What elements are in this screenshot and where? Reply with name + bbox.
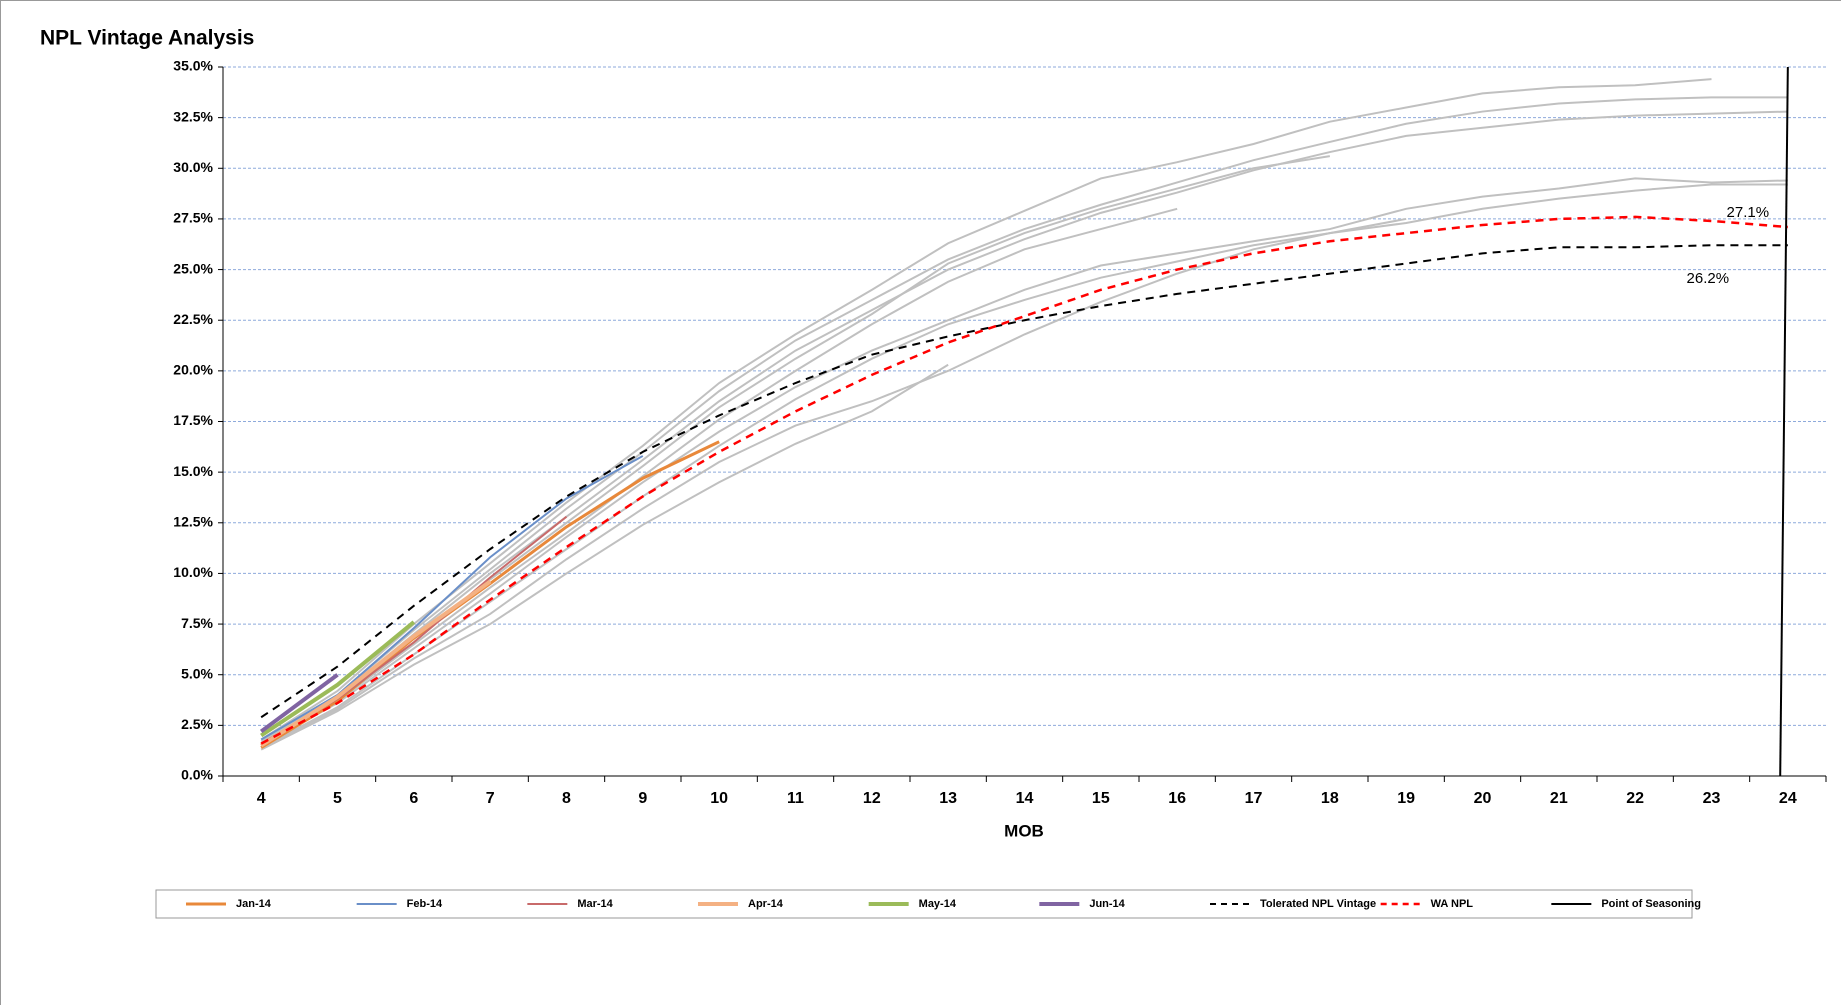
y-tick-label: 17.5%	[173, 412, 213, 428]
x-tick-label: 6	[409, 790, 418, 807]
legend-label: Mar-14	[577, 898, 613, 910]
legend-label: WA NPL	[1431, 898, 1474, 910]
x-tick-label: 24	[1779, 790, 1797, 807]
y-tick-label: 15.0%	[173, 463, 213, 479]
y-tick-label: 7.5%	[181, 615, 213, 631]
y-tick-label: 35.0%	[173, 58, 213, 74]
x-tick-label: 22	[1626, 790, 1644, 807]
y-tick-label: 0.0%	[181, 767, 213, 783]
y-tick-label: 5.0%	[181, 665, 213, 681]
series-line	[259, 673, 339, 734]
legend-box	[155, 889, 1693, 919]
series-line	[260, 579, 492, 748]
series-line	[260, 217, 1407, 749]
series-line	[260, 155, 1330, 747]
legend-label: Feb-14	[407, 898, 443, 910]
legend-label: Jun-14	[1089, 898, 1125, 910]
x-tick-label: 13	[939, 790, 957, 807]
x-tick-label: 8	[562, 790, 571, 807]
data-label: 26.2%	[1687, 270, 1730, 287]
series-line	[260, 244, 1788, 719]
y-tick-label: 32.5%	[173, 108, 213, 124]
chart-title: NPL Vintage Analysis	[40, 27, 254, 50]
series-line	[260, 455, 644, 741]
x-tick-label: 12	[863, 790, 881, 807]
y-tick-label: 22.5%	[173, 311, 213, 327]
x-tick-label: 5	[333, 790, 342, 807]
x-tick-label: 17	[1245, 790, 1263, 807]
y-tick-label: 25.0%	[173, 260, 213, 276]
series-line	[260, 620, 416, 738]
legend-label: May-14	[919, 898, 957, 910]
x-tick-label: 23	[1703, 790, 1721, 807]
x-tick-label: 20	[1474, 790, 1492, 807]
series-line	[1779, 66, 1789, 777]
x-tick-label: 18	[1321, 790, 1339, 807]
x-tick-label: 11	[787, 790, 804, 807]
x-tick-label: 21	[1550, 790, 1568, 807]
y-tick-label: 2.5%	[181, 716, 213, 732]
x-tick-label: 9	[638, 790, 647, 807]
series-line	[260, 363, 949, 751]
data-label: 27.1%	[1727, 204, 1770, 221]
legend-label: Tolerated NPL Vintage	[1260, 898, 1376, 910]
x-tick-label: 4	[257, 790, 266, 807]
legend-label: Point of Seasoning	[1601, 898, 1701, 910]
series-line	[260, 183, 1788, 749]
y-tick-label: 12.5%	[173, 513, 213, 529]
x-tick-label: 10	[710, 790, 728, 807]
legend-label: Apr-14	[748, 898, 784, 910]
y-tick-label: 30.0%	[173, 159, 213, 175]
x-tick-label: 14	[1016, 790, 1034, 807]
series-line	[260, 78, 1712, 741]
series-line	[260, 110, 1788, 745]
y-tick-label: 20.0%	[173, 362, 213, 378]
legend-label: Jan-14	[236, 898, 272, 910]
series-line	[260, 177, 1788, 747]
y-tick-label: 10.0%	[173, 564, 213, 580]
series-line	[260, 215, 1788, 745]
x-tick-label: 7	[486, 790, 495, 807]
series-line	[260, 96, 1788, 743]
x-axis-label: MOB	[1004, 821, 1044, 840]
series-line	[260, 207, 1178, 747]
x-tick-label: 15	[1092, 790, 1110, 807]
y-tick-label: 27.5%	[173, 210, 213, 226]
x-tick-label: 19	[1397, 790, 1415, 807]
x-tick-label: 16	[1168, 790, 1186, 807]
